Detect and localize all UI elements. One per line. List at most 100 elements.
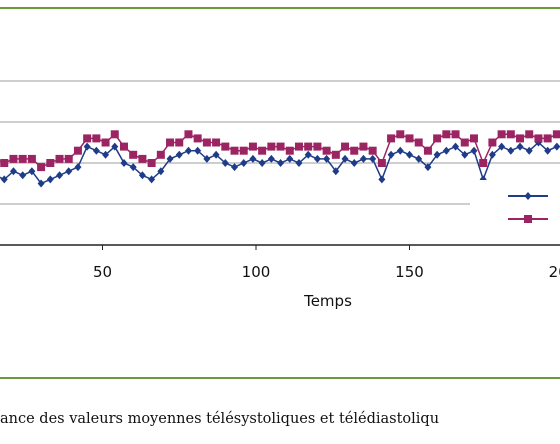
data-point (92, 134, 101, 143)
data-point (525, 146, 533, 155)
data-point (553, 142, 560, 151)
data-point (378, 175, 386, 184)
data-point (239, 146, 248, 155)
data-point (396, 146, 404, 155)
data-point (258, 146, 267, 155)
data-point (461, 150, 469, 159)
data-point (469, 134, 478, 143)
data-point (46, 175, 54, 184)
data-point (83, 142, 91, 151)
data-point (267, 154, 275, 163)
data-point (240, 159, 248, 167)
data-point (175, 138, 184, 147)
data-point (405, 134, 414, 143)
data-point (129, 163, 137, 172)
data-point (231, 163, 239, 172)
data-point (101, 138, 110, 147)
data-point (433, 150, 441, 159)
data-point (488, 138, 497, 147)
data-point (286, 154, 294, 163)
x-tick-label: 200 (549, 263, 560, 281)
data-point (194, 146, 202, 155)
data-point (451, 130, 460, 139)
data-point (148, 175, 156, 184)
data-point (433, 134, 442, 143)
data-point (9, 167, 17, 176)
data-point (442, 146, 450, 155)
data-point (507, 146, 515, 155)
data-point (74, 163, 82, 172)
data-point (332, 167, 340, 176)
data-point (452, 142, 460, 151)
data-point (28, 167, 36, 176)
data-point (423, 146, 432, 155)
x-tick-label: 50 (93, 263, 112, 281)
data-point (175, 150, 183, 159)
data-point (166, 138, 175, 147)
data-point (119, 142, 128, 151)
data-point (0, 175, 8, 184)
data-point (9, 154, 18, 163)
data-point (156, 150, 165, 159)
data-point (488, 150, 496, 159)
data-point (18, 154, 27, 163)
data-point (304, 150, 312, 159)
data-point (396, 130, 405, 139)
data-point (294, 142, 303, 151)
data-point (37, 179, 45, 188)
data-point (322, 146, 331, 155)
data-point (138, 171, 146, 180)
data-point (184, 130, 193, 139)
data-point (267, 142, 276, 151)
data-point (331, 150, 340, 159)
data-point (497, 130, 506, 139)
data-point (221, 142, 230, 151)
data-point (369, 154, 377, 163)
data-point (414, 138, 423, 147)
data-point (56, 171, 64, 180)
data-point (350, 146, 359, 155)
data-point (543, 134, 552, 143)
data-point (350, 159, 358, 167)
data-point (341, 142, 350, 151)
data-point (221, 159, 229, 167)
x-axis-label: Temps (303, 292, 352, 310)
legend-marker (524, 192, 532, 200)
legend-marker (524, 215, 532, 223)
data-point (460, 138, 469, 147)
data-point (46, 159, 55, 167)
data-point (73, 146, 82, 155)
data-point (65, 167, 73, 176)
data-point (110, 130, 119, 139)
data-point (359, 154, 367, 163)
data-point (203, 154, 211, 163)
data-point (276, 142, 285, 151)
data-point (525, 130, 534, 139)
data-point (323, 154, 331, 163)
data-point (498, 142, 506, 151)
data-point (102, 150, 110, 159)
data-point (368, 146, 377, 155)
data-point (184, 146, 192, 155)
data-point (92, 146, 100, 155)
legend-box (470, 180, 560, 235)
data-point (277, 159, 285, 167)
data-point (157, 167, 165, 176)
data-point (442, 130, 451, 139)
data-point (147, 159, 156, 167)
data-point (248, 142, 257, 151)
data-point (230, 146, 239, 155)
data-point (479, 159, 488, 167)
data-point (0, 159, 9, 167)
x-tick-label: 100 (242, 263, 271, 281)
caption: ance des valeurs moyennes télésystolique… (0, 411, 439, 427)
data-point (406, 150, 413, 159)
data-point (516, 134, 525, 143)
data-point (64, 154, 73, 163)
data-point (37, 163, 46, 172)
data-point (424, 163, 432, 172)
data-point (304, 142, 313, 151)
data-point (359, 142, 368, 151)
data-point (295, 159, 303, 167)
